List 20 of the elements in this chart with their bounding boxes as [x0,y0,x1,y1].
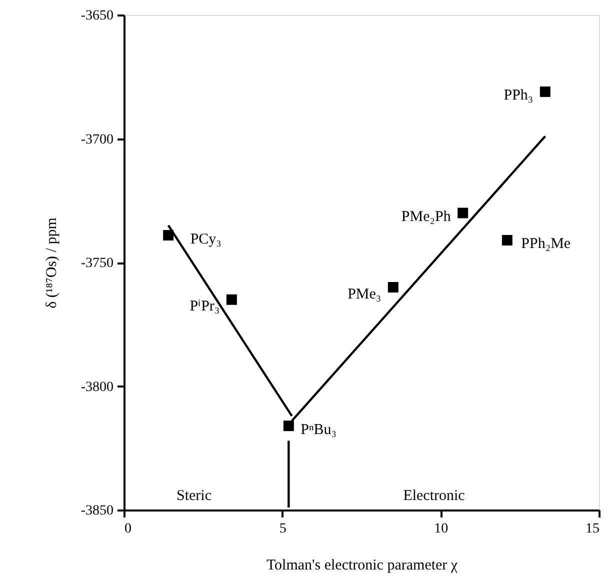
annotation: PⁱPr₃ [190,298,220,315]
annotation: Steric [176,488,212,504]
y-tick-label: -3750 [80,256,114,271]
y-tick-label: -3850 [80,504,114,518]
y-tick-label: -3650 [80,8,114,24]
y-tick-label: -3800 [80,380,114,395]
annotation: PPh₃ [504,88,534,104]
y-axis-title: δ (¹⁸⁷Os) / ppm [44,217,60,308]
x-axis-title: Tolman's electronic parameter χ [266,558,458,574]
annotation: Electronic [403,488,466,504]
annotation: PMe₂Ph [401,209,452,225]
y-tick-label: -3700 [80,132,114,148]
annotation: PPh₂Me [521,236,571,252]
annotation: PMe₃ [348,286,382,302]
annotation: PCy₃ [190,231,222,248]
x-tick-label: 10 [434,522,448,536]
x-tick-label: 5 [279,522,286,536]
x-tick-label: 0 [124,522,132,536]
annotation: PⁿBu₃ [300,422,336,438]
x-tick-label: 15 [586,522,600,536]
